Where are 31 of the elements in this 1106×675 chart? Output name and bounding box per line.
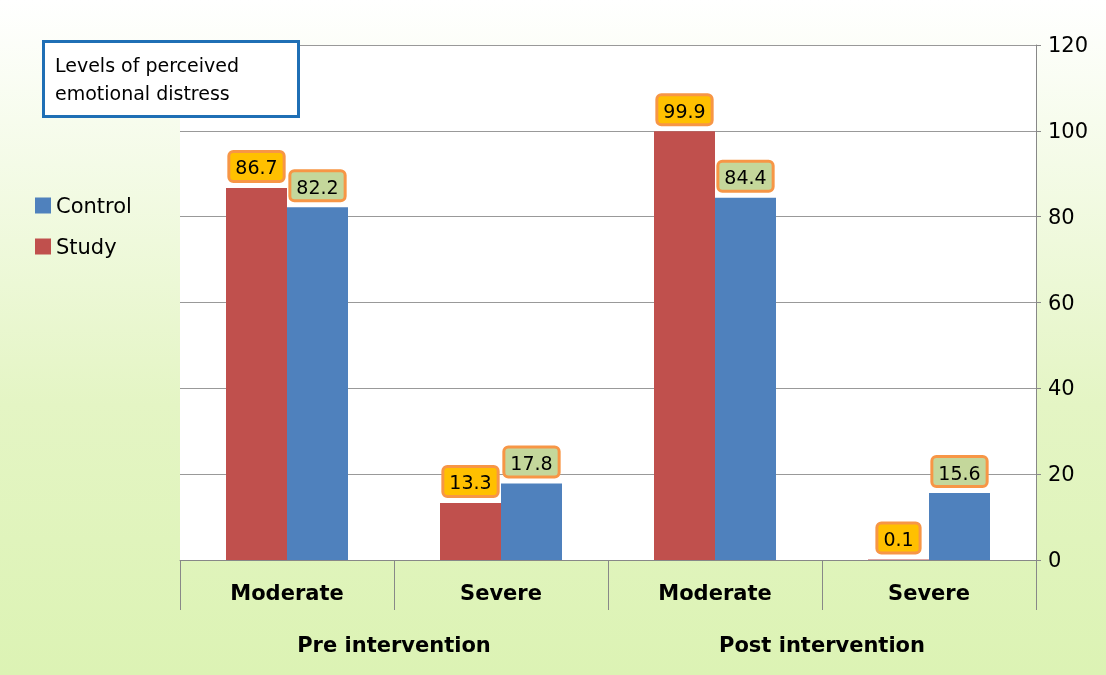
- y-tick-label: 0: [1048, 548, 1062, 572]
- title-box: Levels of perceived emotional distress: [42, 40, 300, 118]
- x-tick-label: Moderate: [230, 580, 344, 605]
- x-tick-label: Severe: [460, 580, 542, 605]
- y-tick-label: 80: [1048, 204, 1075, 229]
- data-label: 84.4: [724, 166, 767, 189]
- y-tick-label: 120: [1048, 33, 1089, 57]
- x-tick-label: Moderate: [658, 580, 772, 605]
- bar: [929, 493, 990, 560]
- text: Pre intervention: [297, 633, 491, 657]
- bar: [226, 187, 287, 560]
- bar: [501, 483, 562, 560]
- legend-label: Study: [56, 234, 117, 259]
- data-label: 0.1: [883, 528, 914, 551]
- bar: [287, 207, 348, 560]
- bar: [440, 502, 501, 560]
- bar: [715, 197, 776, 560]
- data-label: 17.8: [510, 452, 553, 475]
- text: Post intervention: [719, 633, 925, 657]
- data-label: 15.6: [938, 461, 981, 484]
- y-tick-label: 40: [1048, 376, 1075, 401]
- y-tick-label: 60: [1048, 290, 1075, 315]
- y-tick-label: 100: [1048, 118, 1089, 143]
- data-label: 86.7: [235, 156, 278, 179]
- x-tick-label: Severe: [888, 580, 970, 605]
- y-tick-label: 20: [1048, 462, 1075, 487]
- legend-label: Control: [56, 193, 132, 218]
- data-label: 13.3: [449, 471, 492, 494]
- data-label: 99.9: [663, 99, 706, 122]
- data-label: 82.2: [296, 175, 339, 198]
- bar: [654, 131, 715, 560]
